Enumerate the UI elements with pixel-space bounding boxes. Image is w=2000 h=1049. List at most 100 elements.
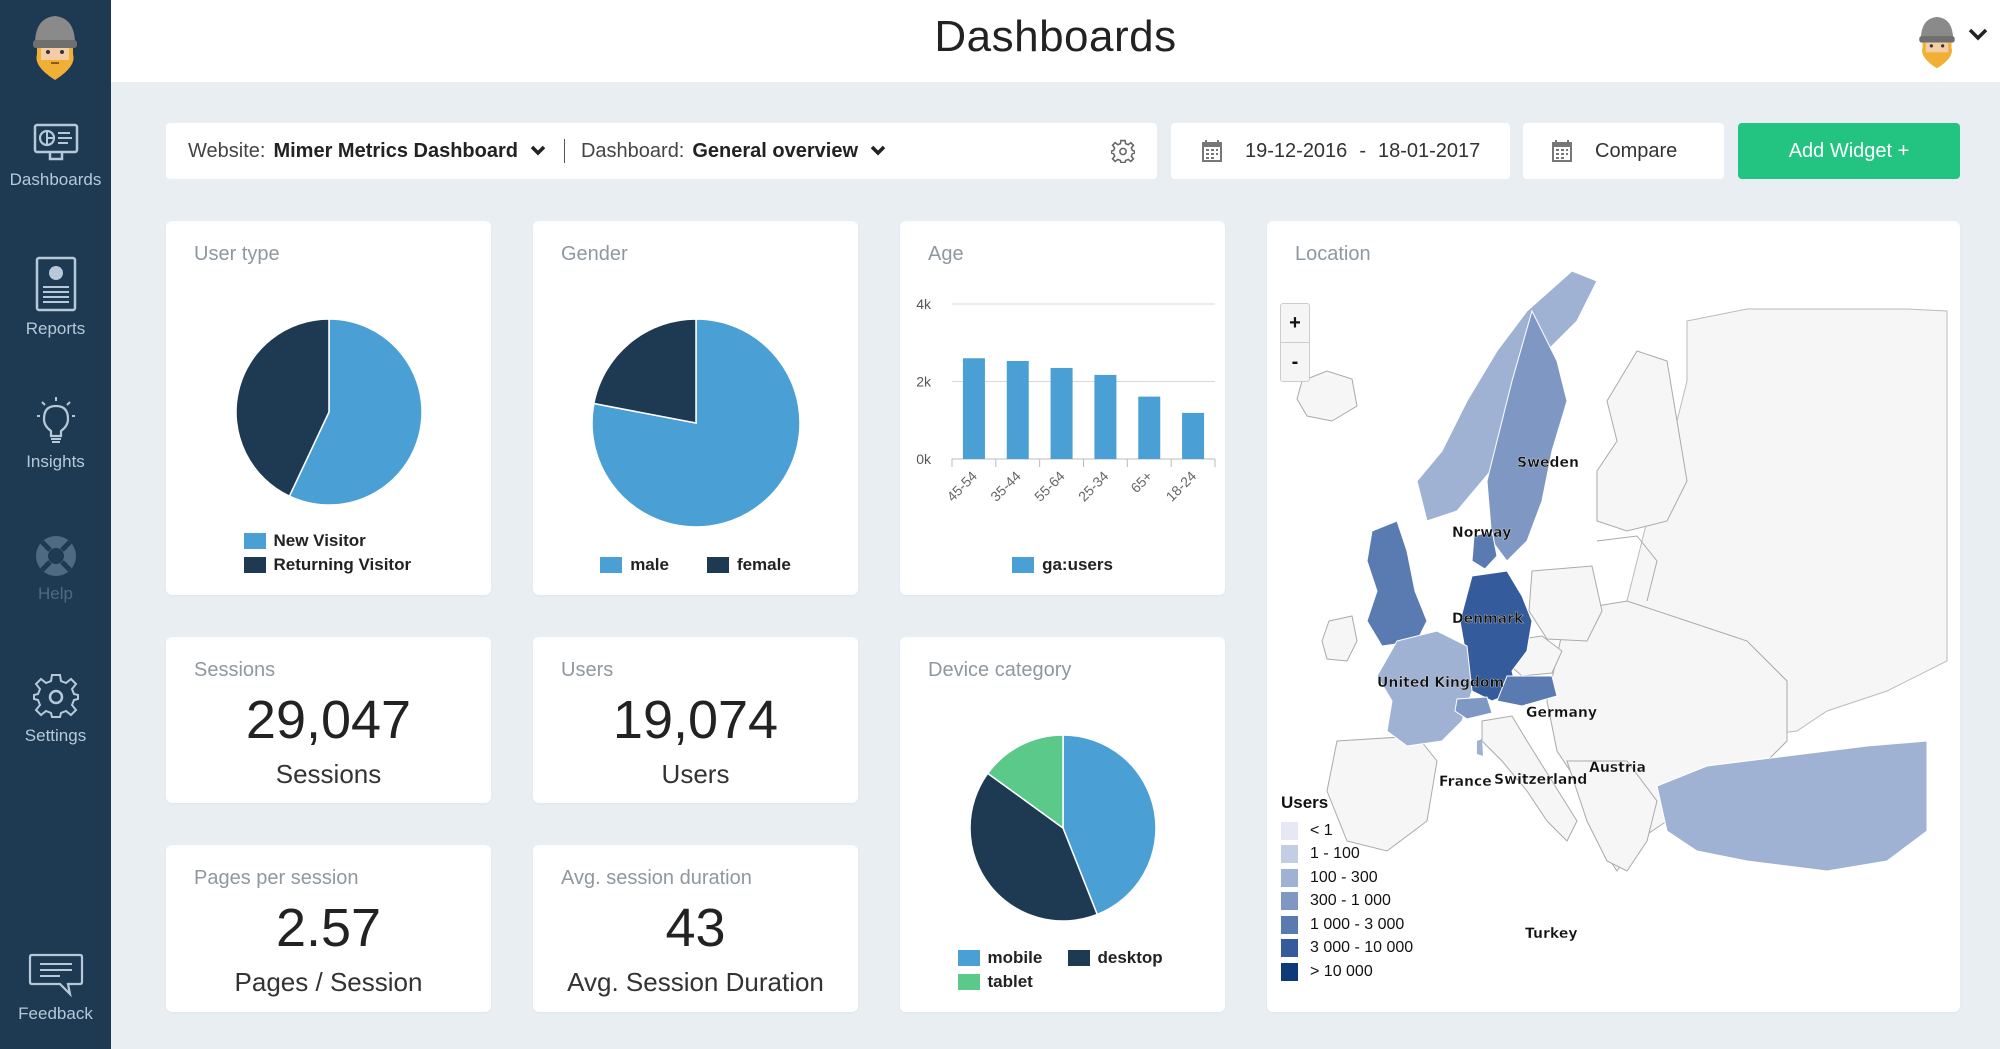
sidebar-item-label: Help: [38, 584, 73, 603]
metric-value: 19,074: [612, 690, 779, 750]
pie-slice-desktop[interactable]: [969, 772, 1099, 922]
country-label-france: France: [1439, 774, 1492, 790]
date-start: 19-12-2016: [1245, 139, 1348, 162]
chevron-down-icon[interactable]: [1968, 28, 1988, 42]
chevron-down-icon[interactable]: [870, 145, 886, 157]
speech-bubble-icon: [28, 953, 83, 998]
map-region-sweden: [1486, 309, 1568, 562]
chevron-down-icon[interactable]: [530, 145, 546, 157]
legend-label: male: [630, 555, 669, 574]
pie-slice-returning-visitor[interactable]: [235, 318, 330, 498]
sidebar-item-insights[interactable]: Insights: [0, 396, 111, 472]
compare-label: Compare: [1595, 139, 1678, 162]
legend-item-desktop[interactable]: desktop: [1067, 948, 1168, 968]
map-zoom-control: + -: [1280, 303, 1310, 382]
bar-65+[interactable]: [1138, 396, 1161, 459]
map-region-united-kingdom: [1366, 520, 1428, 647]
map-legend-row[interactable]: 1 000 - 3 000: [1281, 913, 1413, 937]
europe-choropleth-map[interactable]: Sweden Norway Denmark United Kingdom Tur…: [1267, 221, 1960, 1012]
map-zoom-out-button[interactable]: -: [1291, 351, 1299, 373]
y-tick-label: 0k: [916, 451, 932, 467]
map-zoom-in-button[interactable]: +: [1281, 304, 1309, 343]
add-widget-button[interactable]: Add Widget +: [1738, 123, 1960, 179]
legend-swatch: [1067, 950, 1090, 966]
map-legend-row[interactable]: 300 - 1 000: [1281, 890, 1413, 914]
website-dropdown[interactable]: Mimer Metrics Dashboard: [273, 139, 518, 162]
chart-legend: New Visitor Returning Visitor: [166, 531, 491, 575]
x-tick-label: 35-44: [987, 468, 1024, 505]
widget-gender: Gender male female: [533, 221, 858, 595]
legend-label: ga:users: [1042, 555, 1113, 574]
metric-label: Pages / Session: [234, 967, 423, 997]
metric-label: Users: [661, 759, 730, 789]
x-tick-label: 55-64: [1031, 468, 1068, 505]
widget-user-type: User type New Visitor Returning Visitor: [166, 221, 491, 595]
pie-slice-tablet[interactable]: [986, 734, 1064, 830]
dashboard-settings-gear-icon[interactable]: [1111, 139, 1135, 163]
bar-55-64[interactable]: [1050, 367, 1073, 459]
map-legend-row[interactable]: 1 - 100: [1281, 843, 1413, 867]
sidebar-item-label: Dashboards: [9, 170, 102, 189]
map-legend-swatch: [1281, 939, 1298, 958]
widget-pages-per-session: Pages per session 2.57 Pages / Session: [166, 845, 491, 1012]
legend-swatch: [957, 974, 980, 990]
map-legend-row[interactable]: 100 - 300: [1281, 866, 1413, 890]
lightbulb-icon: [36, 397, 75, 443]
map-legend-row[interactable]: > 10 000: [1281, 960, 1413, 984]
sidebar-item-feedback[interactable]: Feedback: [0, 952, 111, 1024]
map-region-poland: [1528, 565, 1603, 642]
legend-item-male[interactable]: male: [600, 555, 669, 575]
metric-label: Avg. Session Duration: [567, 967, 824, 997]
legend-label: desktop: [1097, 948, 1163, 967]
map-region-balkans: [1566, 760, 1658, 872]
calendar-icon: [1552, 140, 1572, 162]
sidebar-item-dashboards[interactable]: Dashboards: [0, 122, 111, 190]
chart-legend: male female: [533, 555, 858, 575]
sidebar-item-reports[interactable]: Reports: [0, 255, 111, 339]
bar-35-44[interactable]: [1006, 360, 1029, 459]
legend-item-ga-users[interactable]: ga:users: [1012, 555, 1113, 575]
metric-value: 2.57: [275, 898, 382, 958]
sidebar-item-label: Insights: [26, 452, 85, 471]
top-header: Dashboards: [111, 0, 2000, 82]
map-region-denmark: [1471, 530, 1498, 570]
dashboard-label: Dashboard:: [580, 139, 685, 162]
pie-slice-mobile[interactable]: [1062, 734, 1157, 916]
legend-item-returning-visitor[interactable]: Returning Visitor: [243, 555, 414, 575]
bar-18-24[interactable]: [1182, 412, 1205, 459]
sidebar: Dashboards Reports Insights Help Settin: [0, 0, 111, 1049]
user-type-pie-chart: [235, 318, 423, 506]
date-end: 18-01-2017: [1377, 139, 1481, 162]
sidebar-item-help[interactable]: Help: [0, 534, 111, 604]
map-legend-label: 300 - 1 000: [1310, 892, 1391, 910]
map-legend-label: 3 000 - 10 000: [1310, 939, 1414, 957]
map-region-ireland: [1321, 615, 1358, 662]
legend-item-new-visitor[interactable]: New Visitor: [243, 531, 414, 551]
sidebar-item-label: Feedback: [18, 1004, 93, 1023]
legend-item-tablet[interactable]: tablet: [957, 972, 1068, 992]
user-avatar-icon[interactable]: [1914, 12, 1960, 70]
brand-logo-icon[interactable]: [27, 10, 83, 82]
bar-25-34[interactable]: [1094, 374, 1117, 459]
pie-slice-new-visitor[interactable]: [288, 318, 423, 506]
sidebar-item-settings[interactable]: Settings: [0, 674, 111, 746]
pie-slice-female[interactable]: [592, 318, 697, 424]
widget-title: Sessions: [194, 659, 276, 681]
country-label-austria: Austria: [1589, 760, 1646, 776]
bar-45-54[interactable]: [962, 358, 985, 459]
widget-title: User type: [194, 243, 280, 265]
country-label-germany: Germany: [1526, 705, 1597, 721]
legend-item-mobile[interactable]: mobile: [957, 948, 1068, 968]
legend-item-female[interactable]: female: [706, 555, 791, 575]
map-region-turkey: [1656, 740, 1928, 872]
country-label-denmark: Denmark: [1452, 611, 1524, 627]
widget-title: Users: [561, 659, 614, 681]
date-range-picker[interactable]: 19-12-2016 - 18-01-2017: [1171, 123, 1510, 179]
dashboard-dropdown[interactable]: General overview: [692, 139, 859, 162]
map-region-italy: [1481, 715, 1578, 842]
compare-button[interactable]: Compare: [1523, 123, 1724, 179]
map-legend: Users < 1 1 - 100 100 - 300 300 - 1 000 1 00…: [1281, 793, 1413, 984]
map-legend-row[interactable]: 3 000 - 10 000: [1281, 937, 1413, 961]
map-legend-row[interactable]: < 1: [1281, 819, 1413, 843]
x-tick-label: 65+: [1127, 468, 1155, 496]
